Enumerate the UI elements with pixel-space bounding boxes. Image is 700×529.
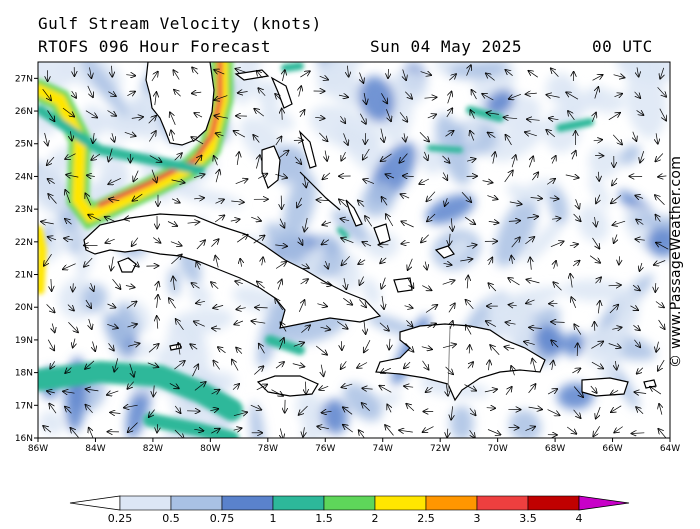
lon-tick-label: 80W: [200, 444, 220, 454]
puerto-rico: [582, 378, 628, 396]
lat-tick-label: 18N: [15, 369, 33, 379]
map-plot-area: [16, 28, 700, 470]
colorbar-label: 3.5: [519, 512, 537, 525]
lon-tick-label: 68W: [545, 444, 565, 454]
colorbar-swatch: [477, 496, 528, 510]
current-band: [430, 148, 460, 150]
colorbar-swatch: [528, 496, 579, 510]
current-band: [38, 230, 42, 290]
current-arrow: [388, 69, 389, 78]
lat-tick-label: 17N: [15, 401, 33, 411]
lon-tick-label: 66W: [602, 444, 622, 454]
lat-tick-label: 22N: [15, 238, 33, 248]
colorbar-label: 0.25: [108, 512, 133, 525]
lat-tick-label: 20N: [15, 303, 33, 313]
lon-tick-label: 76W: [315, 444, 335, 454]
colorbar-swatch: [324, 496, 375, 510]
colorbar-low-end: [70, 496, 120, 510]
lat-tick-label: 27N: [15, 74, 33, 84]
current-arrow: [655, 283, 656, 292]
current-band: [340, 230, 346, 236]
colorbar-label: 0.5: [162, 512, 180, 525]
colorbar-label: 3: [474, 512, 481, 525]
colorbar-swatch: [120, 496, 171, 510]
colorbar-label: 2: [372, 512, 379, 525]
lon-tick-label: 86W: [28, 444, 48, 454]
current-arrow: [282, 109, 283, 120]
colorbar-label: 0.75: [210, 512, 235, 525]
colorbar-label: 1: [270, 512, 277, 525]
colorbar-swatch: [222, 496, 273, 510]
lon-tick-label: 82W: [143, 444, 163, 454]
lon-tick-label: 64W: [660, 444, 680, 454]
colorbar-high-end: [579, 496, 629, 510]
current-arrow: [469, 345, 470, 353]
colorbar-swatch: [375, 496, 426, 510]
lon-tick-label: 78W: [258, 444, 278, 454]
colorbar-swatch: [171, 496, 222, 510]
lat-tick-label: 21N: [15, 271, 33, 281]
colorbar: 0.25 0.5 0.75 1 1.5 2 2.5 3 3.5 4: [70, 496, 629, 525]
lat-tick-label: 19N: [15, 336, 33, 346]
current-arrow: [487, 408, 495, 409]
colorbar-label: 2.5: [417, 512, 435, 525]
lon-tick-label: 72W: [430, 444, 450, 454]
inagua: [394, 278, 412, 292]
lat-tick-label: 24N: [15, 172, 33, 182]
current-arrow: [255, 307, 268, 308]
lat-tick-label: 26N: [15, 107, 33, 117]
lat-tick-label: 16N: [15, 434, 33, 444]
current-band: [285, 66, 300, 68]
colorbar-label: 1.5: [315, 512, 333, 525]
colorbar-swatch: [273, 496, 324, 510]
copyright-credit: © www.PassageWeather.com: [668, 156, 684, 368]
colorbar-swatch: [426, 496, 477, 510]
colorbar-label: 4: [576, 512, 583, 525]
current-arrow: [306, 382, 307, 394]
lat-tick-label: 23N: [15, 205, 33, 215]
lon-tick-label: 84W: [85, 444, 105, 454]
virgin-islands: [644, 380, 656, 388]
lon-tick-label: 74W: [373, 444, 393, 454]
lon-tick-label: 70W: [487, 444, 507, 454]
lat-tick-label: 25N: [15, 140, 33, 150]
